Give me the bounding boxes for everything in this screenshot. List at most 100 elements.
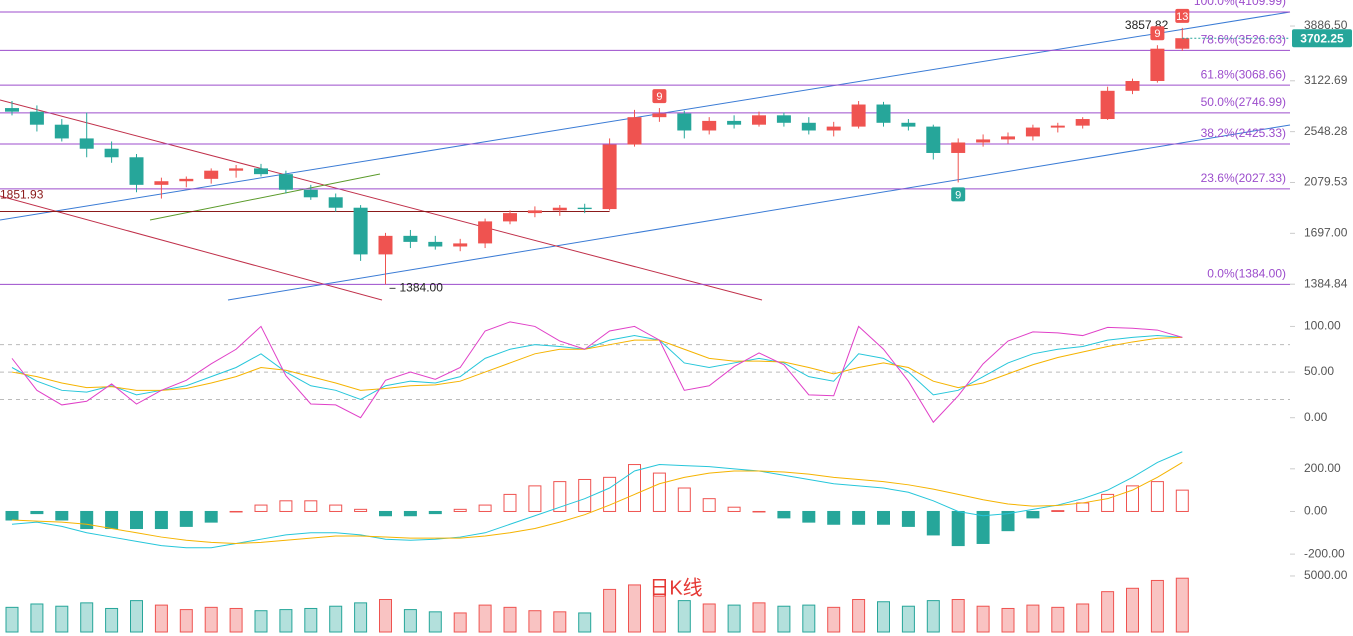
volume-bar (951, 599, 965, 633)
candle-body (104, 148, 119, 158)
volume-bar (603, 588, 617, 633)
macd-bar (1001, 510, 1015, 532)
macd-bar (5, 510, 19, 521)
fib-label: 61.8%(3068.66) (1201, 67, 1286, 81)
candle-body (876, 104, 891, 123)
volume-bar (503, 606, 517, 633)
y-tick-label: 50.00 (1304, 364, 1334, 378)
macd-bar (677, 487, 691, 512)
volume-bar (1150, 579, 1164, 633)
candle-body (826, 126, 841, 131)
macd-bar (1051, 510, 1065, 512)
fib-label: 38.2%(2425.33) (1201, 126, 1286, 140)
volume-bar (1175, 577, 1189, 633)
volume-bar (329, 605, 343, 633)
trend-lines (0, 11, 1291, 301)
candle-body (1175, 38, 1190, 49)
last-price-tag (1292, 29, 1352, 48)
channel-line (0, 99, 763, 301)
volume-bar (1001, 607, 1015, 633)
volume-bar (229, 607, 243, 633)
candle-body (453, 243, 468, 247)
volume-bar (428, 611, 442, 633)
fib-label: 50.0%(2746.99) (1201, 95, 1286, 109)
channel-line (227, 124, 1291, 301)
volume-bar (80, 602, 94, 633)
candle-body (403, 235, 418, 242)
y-tick-label: 200.00 (1304, 461, 1341, 475)
candle-body (677, 113, 692, 131)
macd-bar (1026, 510, 1040, 519)
volume-bar (628, 584, 641, 633)
candle-body (503, 213, 517, 222)
macd-line (11, 451, 1183, 549)
candle-body (1025, 127, 1040, 137)
volume-bar (453, 612, 467, 633)
candle-body (303, 189, 318, 198)
last-price-label: 3702.25 (1300, 31, 1344, 45)
macd-bar (727, 506, 741, 512)
y-tick-label: 2548.28 (1304, 124, 1348, 138)
macd-bar (578, 478, 592, 512)
candle-body (851, 104, 866, 127)
volume-bar (578, 612, 592, 633)
candle-body (204, 170, 219, 179)
macd-bar (702, 498, 716, 512)
y-tick-label: 2079.53 (1304, 175, 1348, 189)
macd-bar (777, 510, 791, 519)
channel-line (0, 11, 1291, 221)
macd-bar (976, 510, 990, 544)
support-label: 1851.93 (0, 188, 44, 202)
volume-bar (553, 611, 567, 633)
volume-bar (827, 606, 841, 633)
candle-body (702, 120, 717, 131)
volume-bar (403, 609, 417, 633)
macd-bar (503, 493, 517, 512)
candle-body (378, 235, 393, 255)
candle-body (1075, 119, 1090, 126)
candle-body (254, 168, 268, 175)
y-tick-label: 100.00 (1304, 319, 1341, 333)
macd-bar (279, 500, 293, 512)
macd-bar (428, 510, 442, 515)
volume-bar (1126, 587, 1139, 633)
candle-body (1050, 125, 1065, 128)
macd-bar (528, 485, 542, 512)
y-tick-label: 5000.00 (1304, 568, 1348, 582)
y-tick-label: 1697.00 (1304, 226, 1348, 240)
candle-body (353, 207, 368, 255)
candle-body (801, 122, 816, 131)
volume-bar (379, 599, 392, 633)
fib-label: 78.6%(3526.63) (1201, 33, 1286, 47)
volume-bar (204, 606, 218, 633)
macd-bar (951, 510, 965, 547)
candle-body (1125, 80, 1140, 91)
volume-bar (802, 604, 816, 633)
td-marker (1150, 26, 1165, 41)
macd-bar (154, 510, 168, 530)
macd-bar (403, 510, 417, 517)
candle-body (577, 207, 592, 210)
candle-body (652, 113, 667, 118)
td-marker (1175, 8, 1190, 23)
macd-bar (179, 510, 193, 527)
macd-bar (55, 510, 69, 521)
candle-body (79, 138, 94, 149)
macd-bar (852, 510, 866, 525)
macd-bar (30, 510, 44, 515)
volume-bar (777, 605, 791, 633)
volume-bar (702, 603, 716, 633)
volume-bar (877, 601, 890, 633)
candle-body (602, 144, 617, 210)
macd-bar (354, 508, 368, 512)
candle-body (727, 120, 742, 125)
candle-body (29, 111, 44, 125)
volume-bar (926, 600, 940, 633)
low-label: 1384.00 (400, 281, 444, 295)
indicator-line (11, 336, 1183, 391)
volume-bar (528, 610, 542, 633)
macd-bar (802, 510, 816, 523)
candle-body (1150, 48, 1165, 81)
candle-body (976, 139, 991, 143)
